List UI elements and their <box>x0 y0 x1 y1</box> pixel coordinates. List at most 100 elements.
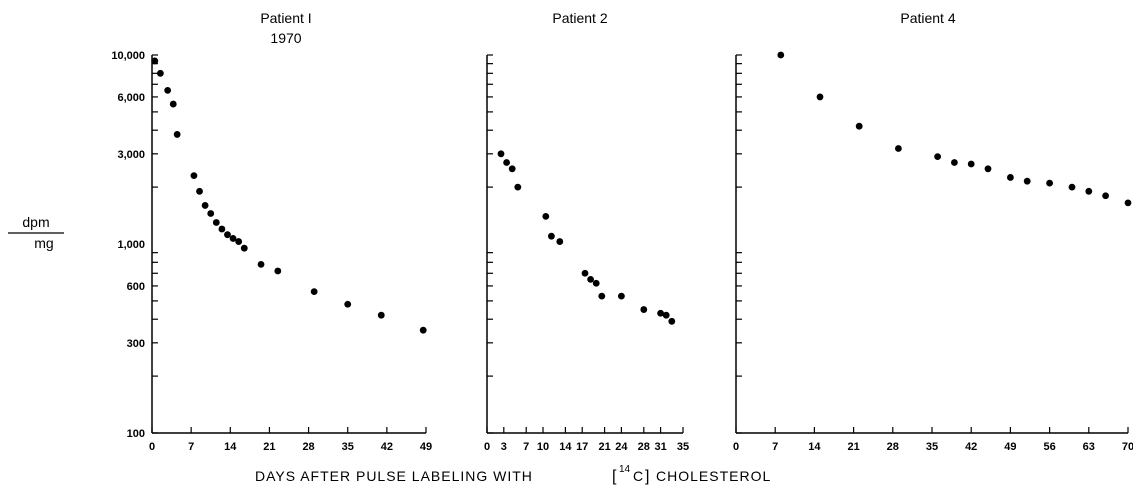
x-tick-label: 7 <box>523 441 529 453</box>
y-tick-label: 6,000 <box>117 92 145 104</box>
x-tick-label: 42 <box>381 441 393 453</box>
panel-3: 0 7 14 21 28 35 42 49 56 63 70 Patient 4 <box>733 10 1133 453</box>
x-tick-label: 28 <box>887 441 899 453</box>
x-tick-label: 21 <box>263 441 275 453</box>
data-point <box>777 51 785 59</box>
x-tick-label: 7 <box>188 441 194 453</box>
data-point <box>598 292 606 300</box>
x-axis-title: DAYS AFTER PULSE LABELING WITH [ 14 C ] … <box>255 464 771 485</box>
data-point <box>1102 192 1109 200</box>
x-tick-label: 31 <box>654 441 666 453</box>
y-axis-label-numerator: dpm <box>22 214 49 230</box>
y-axis-label-denominator: mg <box>34 235 53 251</box>
data-point <box>377 311 385 319</box>
data-point <box>419 326 427 334</box>
data-point <box>1068 183 1076 191</box>
data-point <box>156 69 164 77</box>
data-point <box>895 145 902 152</box>
data-point <box>556 238 564 245</box>
data-point <box>1023 177 1031 185</box>
data-point <box>497 150 505 158</box>
x-tick-label: 70 <box>1122 441 1133 453</box>
y-axis-label: dpm mg <box>8 214 64 251</box>
x-tick-label: 42 <box>965 441 977 453</box>
x-tick-label: 35 <box>342 441 354 453</box>
data-point <box>201 202 209 209</box>
data-point <box>618 292 625 300</box>
data-point <box>169 100 177 108</box>
x-axis-title-suffix: CHOLESTEROL <box>656 468 771 484</box>
y-tick-label: 600 <box>127 281 145 293</box>
x-tick-label: 0 <box>484 441 490 453</box>
data-point <box>1085 187 1093 195</box>
x-tick-label: 3 <box>501 441 507 453</box>
x-axis-title-bracket: [ <box>612 468 617 485</box>
x-tick-label: 14 <box>559 441 572 453</box>
x-tick-label: 63 <box>1083 441 1095 453</box>
panel-title: Patient 2 <box>552 10 607 26</box>
data-point <box>668 317 676 325</box>
data-point <box>657 309 664 317</box>
data-point <box>257 260 265 268</box>
data-point <box>508 165 516 173</box>
data-point <box>855 122 863 130</box>
panel-title: Patient I <box>260 10 311 26</box>
x-tick-label: 28 <box>302 441 314 453</box>
data-point <box>1046 179 1053 187</box>
x-tick-label: 14 <box>224 441 237 453</box>
data-point <box>173 131 181 138</box>
x-tick-label: 56 <box>1043 441 1055 453</box>
x-tick-label: 0 <box>149 441 155 453</box>
data-point <box>662 311 670 319</box>
x-tick-label: 24 <box>615 441 628 453</box>
data-point <box>196 187 203 195</box>
data-point <box>984 165 992 173</box>
data-point <box>218 225 226 233</box>
x-axis-title-bracket-close: ] <box>645 468 649 485</box>
data-point <box>235 238 243 245</box>
x-tick-label: 10 <box>537 441 549 453</box>
x-axis-title-isotope: 14 <box>619 464 631 475</box>
x-tick-label: 7 <box>772 441 778 453</box>
data-point <box>164 86 172 94</box>
panel-1: 100 300 600 1,000 3,000 6,000 10,000 0 7 14 21 28 35… <box>111 10 432 453</box>
data-point <box>816 93 824 101</box>
x-tick-label: 49 <box>420 441 432 453</box>
data-point <box>1124 199 1132 207</box>
data-point <box>1007 174 1014 181</box>
panel-title: Patient 4 <box>900 10 955 26</box>
y-tick-label: 1,000 <box>117 239 145 251</box>
data-point <box>934 153 941 161</box>
x-tick-label: 35 <box>926 441 938 453</box>
data-point <box>151 57 159 65</box>
x-tick-label: 17 <box>576 441 588 453</box>
data-point <box>310 288 318 295</box>
data-point <box>951 159 958 166</box>
x-tick-label: 21 <box>847 441 859 453</box>
x-tick-label: 0 <box>733 441 739 453</box>
data-point <box>514 183 522 191</box>
panel-2: 0 3 7 10 14 17 21 24 28 31 35 Patient 2 <box>484 10 689 453</box>
y-tick-label: 10,000 <box>111 50 145 62</box>
data-point <box>212 219 220 226</box>
x-tick-label: 28 <box>638 441 650 453</box>
data-point <box>967 160 975 168</box>
y-tick-label: 100 <box>127 428 145 440</box>
data-point <box>581 269 589 277</box>
x-tick-label: 49 <box>1004 441 1016 453</box>
x-axis-title-prefix: DAYS AFTER PULSE LABELING WITH <box>255 468 533 484</box>
data-point <box>207 210 215 217</box>
data-point <box>542 212 550 220</box>
data-point <box>190 172 198 180</box>
data-point <box>224 231 231 239</box>
panel-subtitle: 1970 <box>270 30 301 46</box>
data-point <box>344 300 352 308</box>
data-point <box>592 279 600 287</box>
data-point <box>548 232 555 240</box>
x-tick-label: 14 <box>808 441 821 453</box>
data-point <box>229 235 237 242</box>
data-point <box>503 159 510 166</box>
data-point <box>640 306 648 313</box>
